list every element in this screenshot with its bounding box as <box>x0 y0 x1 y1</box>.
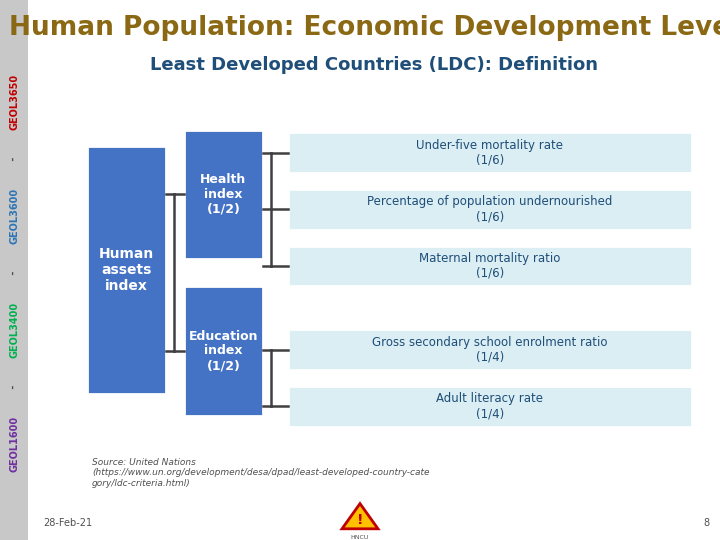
Bar <box>184 130 264 259</box>
Text: -: - <box>9 267 19 278</box>
Bar <box>287 189 693 230</box>
Text: -: - <box>9 381 19 392</box>
Text: Least Developed Countries (LDC): Definition: Least Developed Countries (LDC): Definit… <box>150 56 598 74</box>
Text: Under-five mortality rate
(1/6): Under-five mortality rate (1/6) <box>416 139 564 166</box>
Text: 8: 8 <box>704 518 710 528</box>
Text: Percentage of population undernourished
(1/6): Percentage of population undernourished … <box>367 195 613 223</box>
Bar <box>184 286 264 416</box>
Polygon shape <box>342 504 378 529</box>
Text: GEOL3400: GEOL3400 <box>9 301 19 357</box>
Text: GEOL1600: GEOL1600 <box>9 415 19 471</box>
Text: Health
index
(1/2): Health index (1/2) <box>200 173 247 216</box>
Text: 28-Feb-21: 28-Feb-21 <box>43 518 92 528</box>
Bar <box>287 329 693 370</box>
Text: Adult literacy rate
(1/4): Adult literacy rate (1/4) <box>436 393 544 420</box>
Text: HNCU: HNCU <box>351 535 369 540</box>
Bar <box>287 246 693 286</box>
Text: -: - <box>9 153 19 164</box>
Text: GEOL3600: GEOL3600 <box>9 187 19 244</box>
Text: !: ! <box>356 513 364 527</box>
Text: Gross secondary school enrolment ratio
(1/4): Gross secondary school enrolment ratio (… <box>372 336 608 363</box>
Text: Human Population: Economic Development Level: Human Population: Economic Development L… <box>9 15 720 41</box>
Bar <box>87 146 166 394</box>
Text: Education
index
(1/2): Education index (1/2) <box>189 329 258 373</box>
Bar <box>287 132 693 173</box>
Text: Human
assets
index: Human assets index <box>99 247 154 293</box>
Bar <box>287 386 693 427</box>
Text: GEOL3650: GEOL3650 <box>9 73 19 130</box>
Text: Source: United Nations
(https://www.un.org/development/desa/dpad/least-developed: Source: United Nations (https://www.un.o… <box>92 458 429 488</box>
Text: Maternal mortality ratio
(1/6): Maternal mortality ratio (1/6) <box>419 252 561 280</box>
Bar <box>0 0 28 540</box>
